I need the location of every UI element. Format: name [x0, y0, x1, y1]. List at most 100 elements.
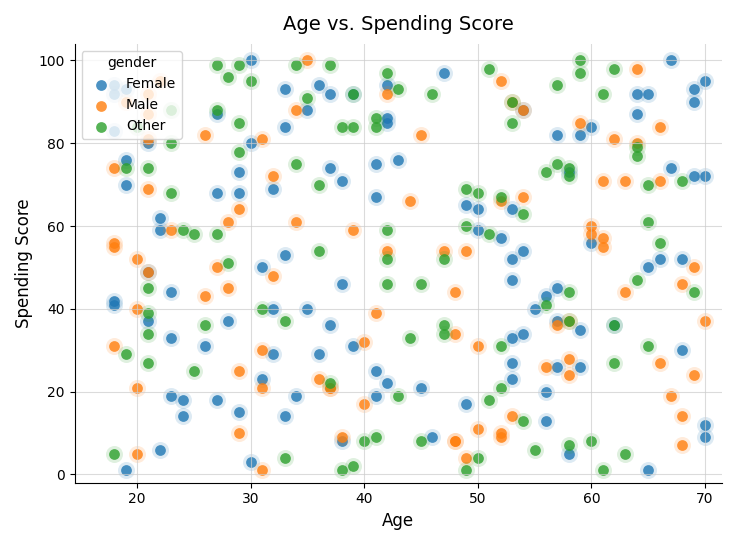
- Female: [699, 420, 711, 429]
- Point: [211, 110, 223, 119]
- Point: [370, 391, 382, 400]
- Other: [483, 230, 495, 239]
- Point: [563, 168, 575, 177]
- Point: [154, 214, 166, 222]
- Point: [381, 226, 393, 234]
- Point: [234, 189, 245, 197]
- Point: [574, 325, 586, 334]
- Male: [222, 217, 234, 226]
- Point: [256, 375, 268, 384]
- Point: [688, 288, 699, 296]
- Male: [540, 362, 552, 371]
- Point: [608, 321, 620, 330]
- Female: [268, 305, 279, 313]
- Point: [597, 243, 609, 251]
- Point: [256, 263, 268, 272]
- Other: [472, 189, 483, 197]
- Point: [438, 246, 450, 255]
- Point: [608, 321, 620, 330]
- Male: [551, 321, 563, 330]
- Female: [381, 114, 393, 123]
- Point: [461, 399, 472, 408]
- Point: [290, 160, 302, 168]
- Female: [381, 379, 393, 387]
- Female: [631, 110, 643, 119]
- Point: [438, 329, 450, 338]
- Point: [370, 308, 382, 317]
- Point: [381, 246, 393, 255]
- Point: [222, 284, 234, 293]
- Female: [551, 317, 563, 325]
- Other: [563, 441, 575, 450]
- Female: [540, 292, 552, 301]
- Male: [597, 234, 609, 243]
- Other: [438, 321, 450, 330]
- Male: [222, 284, 234, 293]
- Point: [506, 358, 518, 367]
- Point: [506, 205, 518, 214]
- Female: [279, 122, 290, 131]
- Point: [585, 222, 597, 231]
- Point: [528, 305, 540, 313]
- Female: [506, 205, 518, 214]
- Other: [631, 152, 643, 160]
- Female: [574, 325, 586, 334]
- Point: [142, 267, 154, 276]
- Female: [642, 263, 654, 272]
- Other: [370, 433, 382, 441]
- Point: [188, 230, 200, 239]
- Point: [574, 69, 586, 77]
- Point: [654, 238, 666, 247]
- Point: [688, 85, 699, 94]
- Female: [256, 375, 268, 384]
- Female: [688, 85, 699, 94]
- Point: [392, 391, 404, 400]
- Other: [461, 222, 472, 231]
- Point: [165, 189, 177, 197]
- Point: [665, 164, 677, 172]
- Female: [574, 131, 586, 140]
- Other: [200, 321, 212, 330]
- Point: [256, 135, 268, 143]
- Point: [517, 329, 529, 338]
- Point: [120, 164, 132, 172]
- Point: [495, 77, 506, 86]
- Point: [131, 383, 143, 392]
- Female: [370, 391, 382, 400]
- Other: [654, 238, 666, 247]
- Female: [381, 81, 393, 89]
- Other: [142, 329, 154, 338]
- Point: [142, 317, 154, 325]
- Point: [279, 251, 290, 259]
- Point: [642, 180, 654, 189]
- Point: [563, 317, 575, 325]
- Female: [211, 189, 223, 197]
- Point: [279, 85, 290, 94]
- Male: [290, 106, 302, 114]
- Male: [142, 267, 154, 276]
- Other: [438, 329, 450, 338]
- Other: [642, 217, 654, 226]
- Other: [370, 114, 382, 123]
- Female: [142, 317, 154, 325]
- Point: [574, 131, 586, 140]
- Female: [279, 251, 290, 259]
- Point: [631, 89, 643, 98]
- Male: [256, 383, 268, 392]
- Point: [642, 89, 654, 98]
- Other: [506, 118, 518, 127]
- Other: [142, 358, 154, 367]
- Other: [335, 466, 347, 475]
- Male: [450, 437, 461, 446]
- Female: [517, 329, 529, 338]
- Point: [563, 371, 575, 379]
- Other: [438, 255, 450, 264]
- Other: [563, 172, 575, 181]
- Other: [347, 89, 359, 98]
- Male: [495, 429, 506, 438]
- Point: [677, 412, 688, 421]
- Other: [142, 164, 154, 172]
- Female: [677, 346, 688, 355]
- Male: [654, 176, 666, 185]
- Other: [381, 226, 393, 234]
